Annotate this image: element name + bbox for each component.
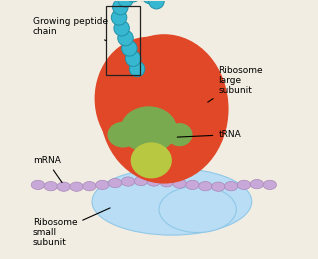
Ellipse shape [120, 106, 177, 153]
Ellipse shape [250, 179, 264, 189]
Ellipse shape [186, 180, 199, 190]
Text: Growing peptide
chain: Growing peptide chain [33, 17, 108, 41]
Text: mRNA: mRNA [33, 156, 62, 183]
Ellipse shape [159, 186, 236, 233]
Ellipse shape [70, 182, 83, 191]
Ellipse shape [121, 177, 135, 186]
Circle shape [142, 0, 158, 4]
Ellipse shape [94, 37, 203, 160]
Ellipse shape [131, 142, 172, 178]
Bar [106, 6, 140, 75]
Circle shape [126, 51, 141, 66]
Ellipse shape [100, 34, 229, 184]
Circle shape [118, 30, 133, 46]
Ellipse shape [211, 182, 225, 191]
Ellipse shape [31, 180, 45, 190]
Circle shape [149, 0, 164, 9]
Ellipse shape [92, 168, 252, 235]
Circle shape [113, 0, 128, 15]
Ellipse shape [134, 176, 148, 186]
Ellipse shape [108, 178, 122, 188]
Ellipse shape [237, 180, 251, 190]
Ellipse shape [147, 177, 161, 186]
Ellipse shape [199, 182, 212, 191]
Text: Ribosome
large
subunit: Ribosome large subunit [208, 66, 263, 102]
Ellipse shape [167, 123, 192, 146]
Ellipse shape [160, 178, 173, 187]
Circle shape [118, 0, 133, 7]
Text: Ribosome
small
subunit: Ribosome small subunit [33, 208, 110, 247]
Ellipse shape [225, 182, 238, 191]
Text: tRNA: tRNA [177, 130, 241, 139]
Circle shape [111, 10, 127, 25]
Circle shape [135, 0, 150, 1]
Circle shape [122, 41, 137, 56]
Ellipse shape [44, 182, 58, 191]
Ellipse shape [83, 182, 96, 191]
Ellipse shape [107, 122, 138, 148]
Text: Amino
acid: Amino acid [0, 258, 1, 259]
Ellipse shape [96, 180, 109, 190]
Ellipse shape [57, 182, 70, 191]
Circle shape [129, 61, 145, 77]
Ellipse shape [173, 179, 186, 188]
Circle shape [126, 0, 141, 2]
Ellipse shape [263, 180, 276, 190]
Circle shape [114, 20, 129, 36]
